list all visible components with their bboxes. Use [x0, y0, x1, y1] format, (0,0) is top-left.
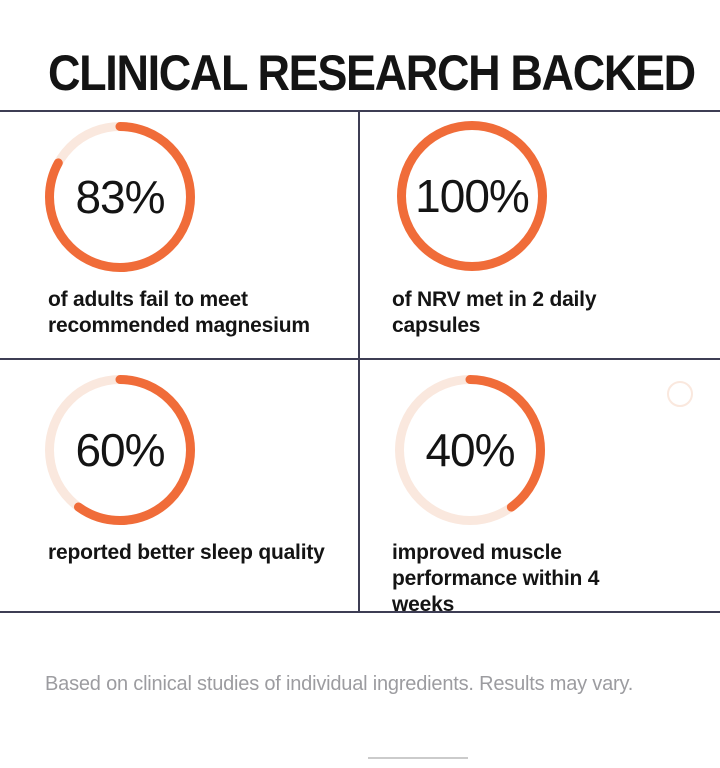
stat-caption: of adults fail to meet recommended magne…: [48, 287, 348, 339]
progress-ring-40: [395, 375, 545, 525]
stat-value: 100%: [415, 170, 530, 222]
caption-line: reported better sleep quality: [48, 541, 325, 564]
caption-line: of NRV met in 2 daily: [392, 288, 597, 311]
progress-ring-100: [397, 121, 547, 271]
caption-line: recommended magnesium: [48, 314, 310, 337]
stat-caption: of NRV met in 2 daily capsules: [392, 287, 632, 339]
grid-line-top: [0, 110, 720, 112]
stat-caption: improved muscle performance within 4 wee…: [392, 540, 662, 618]
progress-ring-83: [45, 122, 195, 272]
stat-value: 40%: [425, 424, 515, 476]
page-title: CLINICAL RESEARCH BACKED: [48, 45, 696, 101]
stat-caption: reported better sleep quality: [48, 540, 368, 566]
footer-disclaimer: Based on clinical studies of individual …: [45, 673, 634, 695]
caption-line: capsules: [392, 314, 481, 337]
grid-line-vertical: [358, 110, 360, 613]
grid-line-middle: [0, 358, 720, 360]
caption-line: improved muscle: [392, 541, 562, 564]
stat-value: 60%: [75, 424, 165, 476]
caption-line: performance within 4 weeks: [392, 567, 600, 616]
decorative-circle: [667, 381, 693, 407]
stat-value: 83%: [75, 171, 165, 223]
grid-line-bottom: [0, 611, 720, 613]
progress-ring-60: [45, 375, 195, 525]
footer-divider-line: [368, 757, 468, 759]
caption-line: of adults fail to meet: [48, 288, 248, 311]
